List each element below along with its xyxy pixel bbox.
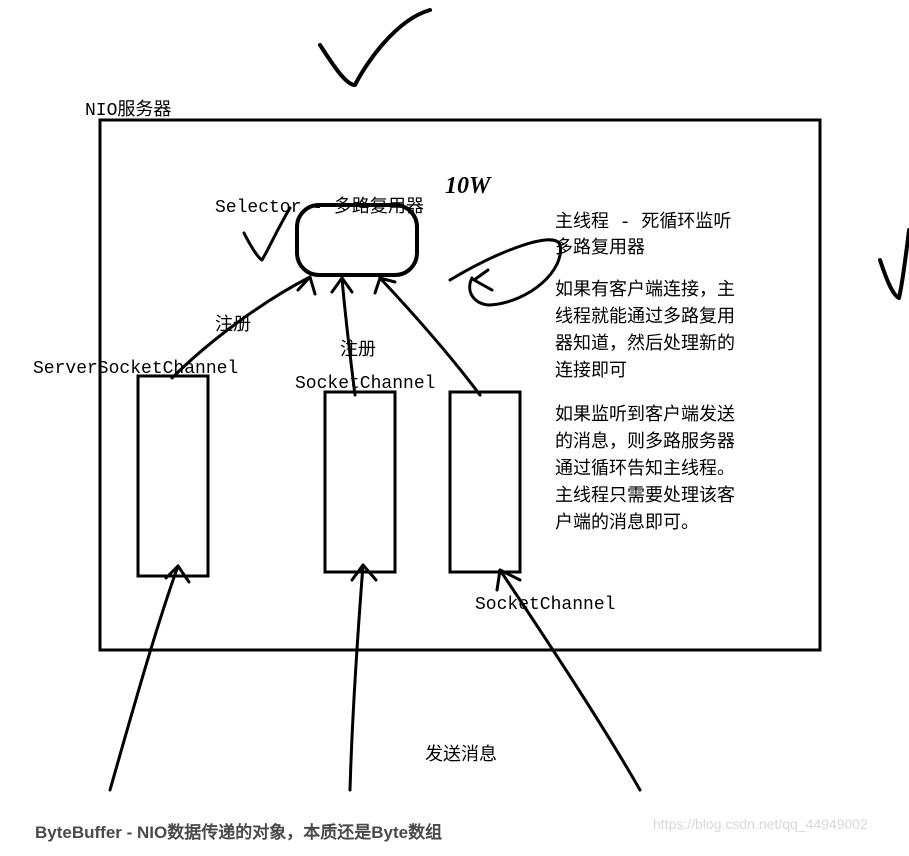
watermark-label: https://blog.csdn.net/qq_44949002	[653, 816, 868, 832]
server-socket-channel-label: ServerSocketChannel	[33, 359, 238, 379]
paragraph-3: 如果监听到客户端发送 的消息，则多路服务器 通过循环告知主线程。 主线程只需要处…	[555, 403, 735, 538]
title-label: NIO服务器	[85, 95, 171, 121]
send-message-label: 发送消息	[425, 740, 497, 766]
diagram-svg	[0, 0, 909, 856]
paragraph-1: 主线程 - 死循环监听 多路复用器	[555, 210, 731, 262]
socket-channel-label-2: SocketChannel	[475, 595, 615, 615]
register-label-2: 注册	[340, 335, 376, 361]
footer-label: ByteBuffer - NIO数据传递的对象，本质还是Byte数组	[35, 818, 442, 843]
socket-channel-label-1: SocketChannel	[295, 374, 435, 394]
annotation-10w: 10W	[445, 173, 490, 200]
register-label-1: 注册	[215, 310, 251, 336]
paragraph-2: 如果有客户端连接，主 线程就能通过多路复用 器知道，然后处理新的 连接即可	[555, 278, 735, 386]
selector-label: Selector - 多路复用器	[215, 192, 424, 218]
